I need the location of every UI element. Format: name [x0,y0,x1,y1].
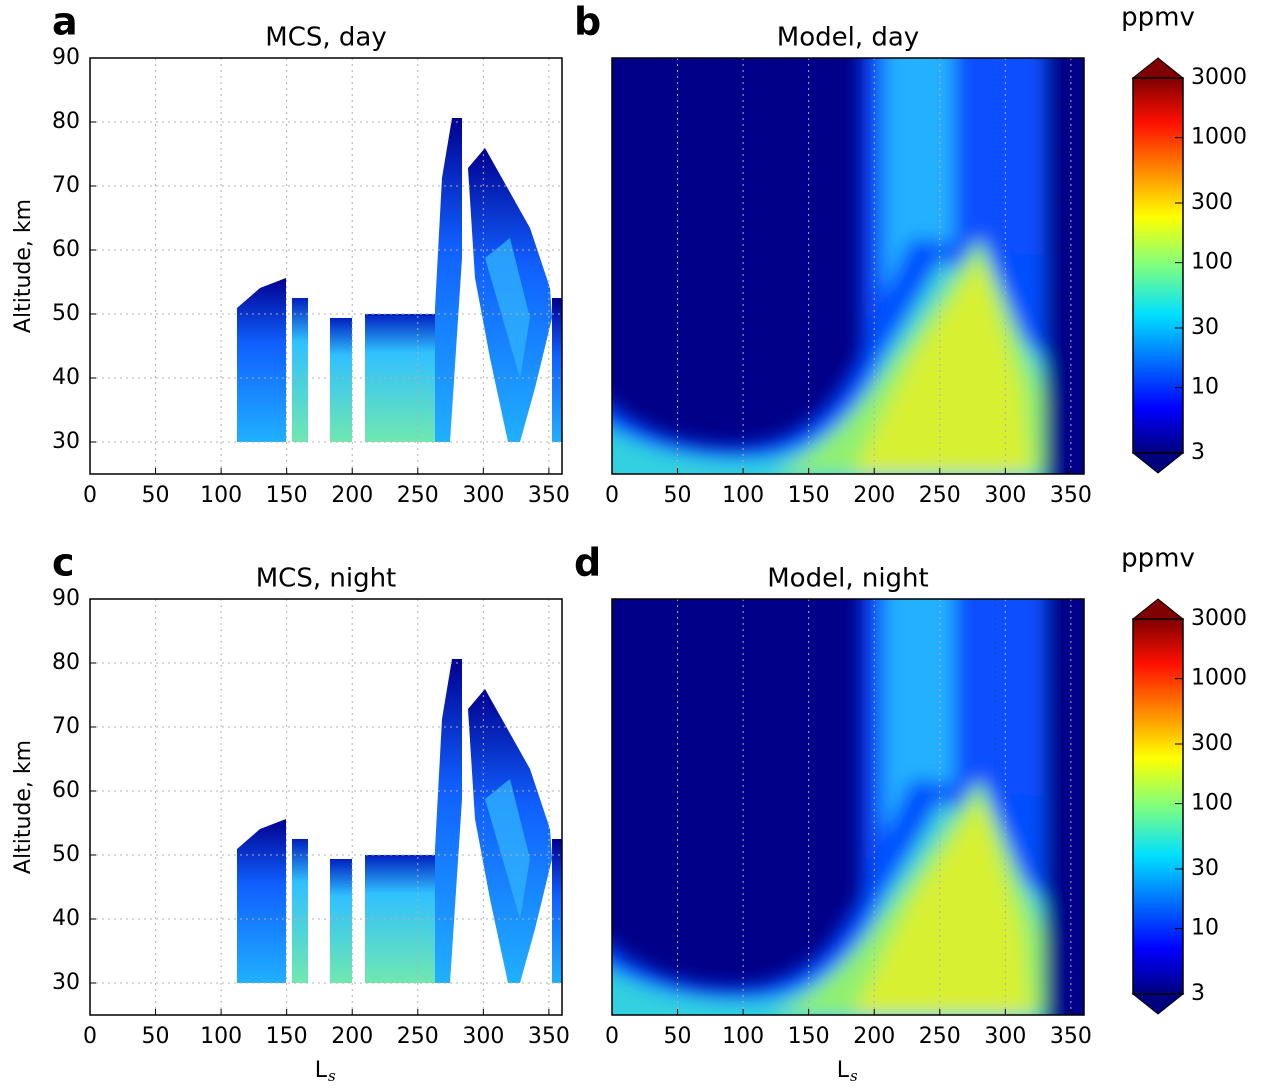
colorbar-body [1133,78,1183,453]
panel-title: MCS, night [256,564,397,594]
panel-title: MCS, day [265,23,386,53]
x-tick-label: 350 [1050,1024,1092,1049]
colorbar-tick-label: 3 [1191,981,1205,1006]
x-tick-label: 100 [722,1024,764,1049]
colorbar-extend-max [1131,57,1185,79]
x-axis-label: L [837,1058,850,1083]
y-tick-label: 90 [52,586,80,611]
x-tick-label: 250 [397,483,439,508]
x-tick-label: 200 [853,1024,895,1049]
x-tick-label: 100 [200,1024,242,1049]
y-tick-label: 50 [52,842,80,867]
x-tick-label: 0 [605,1024,619,1049]
x-tick-label: 0 [83,1024,97,1049]
colorbar-tick-label: 300 [1191,731,1233,756]
x-tick-label: 350 [1050,483,1092,508]
colorbar-tick-label: 100 [1191,250,1233,275]
x-tick-label: 50 [664,1024,692,1049]
x-tick-label: 300 [984,1024,1026,1049]
panel-label: c [52,541,75,585]
y-tick-label: 30 [52,970,80,995]
y-tick-label: 40 [52,906,80,931]
y-tick-label: 30 [52,429,80,454]
y-tick-label: 50 [52,301,80,326]
colorbar-tick-label: 30 [1191,315,1219,340]
x-tick-label: 200 [331,483,373,508]
colorbar-label: ppmv [1121,3,1195,33]
x-tick-label: 200 [331,1024,373,1049]
x-tick-label: 350 [528,1024,570,1049]
x-tick-label: 50 [142,1024,170,1049]
colorbar-extend-min [1131,993,1185,1015]
x-tick-label: 0 [605,483,619,508]
colorbar-tick-label: 3000 [1191,65,1247,90]
x-tick-label: 300 [462,1024,504,1049]
y-tick-label: 80 [52,109,80,134]
plot-frame [611,598,1085,1016]
x-axis-label: L [315,1058,328,1083]
y-tick-label: 80 [52,650,80,675]
y-tick-label: 70 [52,714,80,739]
colorbar-tick-label: 10 [1191,916,1219,941]
plot-frame [89,598,563,1016]
y-tick-label: 40 [52,365,80,390]
colorbar-tick-label: 30 [1191,856,1219,881]
panel-label: a [52,0,78,44]
heatmap-field [237,659,562,983]
x-tick-label: 350 [528,483,570,508]
x-axis-label-subscript: s [328,1067,336,1085]
x-tick-label: 150 [788,1024,830,1049]
x-tick-label: 250 [919,483,961,508]
y-tick-label: 60 [52,778,80,803]
colorbar-frame [1132,77,1184,454]
colorbar-extend-max [1131,598,1185,620]
x-tick-label: 300 [462,483,504,508]
colorbar-frame [1132,618,1184,995]
x-tick-label: 150 [266,483,308,508]
colorbar-tick-label: 300 [1191,190,1233,215]
panel-label: b [574,0,601,44]
x-tick-label: 0 [83,483,97,508]
panel-title: Model, night [767,564,928,594]
x-axis-label-subscript: s [850,1067,858,1085]
y-axis-label: Altitude, km [11,740,36,874]
plot-frame [89,57,563,475]
panel-title: Model, day [777,23,919,53]
x-tick-label: 50 [664,483,692,508]
x-tick-label: 250 [919,1024,961,1049]
panel-label: d [574,541,601,585]
y-tick-label: 70 [52,173,80,198]
colorbar-tick-label: 100 [1191,791,1233,816]
x-tick-label: 300 [984,483,1026,508]
x-tick-label: 100 [200,483,242,508]
heatmap-field [592,38,1104,498]
colorbar-label: ppmv [1121,544,1195,574]
colorbar-tick-label: 1000 [1191,125,1247,150]
x-tick-label: 250 [397,1024,439,1049]
heatmap-field [592,579,1104,1039]
y-axis-label: Altitude, km [11,199,36,333]
x-tick-label: 200 [853,483,895,508]
heatmap-field [237,118,562,442]
x-tick-label: 150 [266,1024,308,1049]
colorbar-tick-label: 10 [1191,375,1219,400]
plot-frame [611,57,1085,475]
colorbar-body [1133,619,1183,994]
y-tick-label: 90 [52,45,80,70]
x-tick-label: 150 [788,483,830,508]
colorbar-tick-label: 3000 [1191,606,1247,631]
y-tick-label: 60 [52,237,80,262]
x-tick-label: 50 [142,483,170,508]
colorbar-extend-min [1131,452,1185,474]
colorbar-tick-label: 1000 [1191,666,1247,691]
x-tick-label: 100 [722,483,764,508]
colorbar-tick-label: 3 [1191,440,1205,465]
